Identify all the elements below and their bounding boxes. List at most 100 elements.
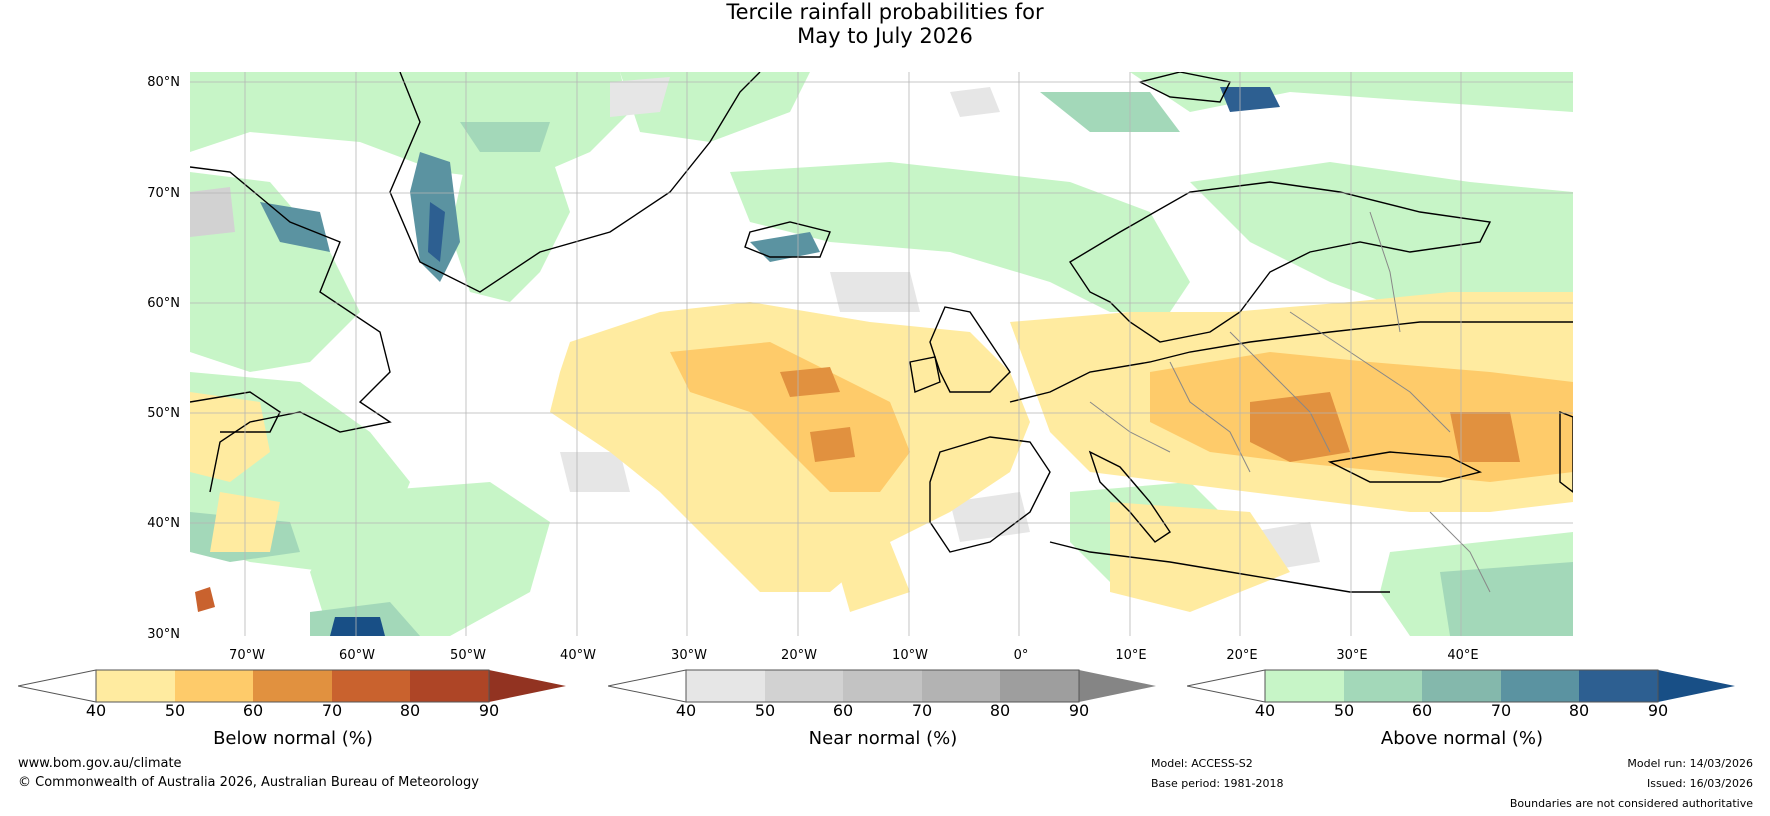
lat-label: 50°N — [147, 406, 180, 421]
patch-near — [950, 492, 1030, 542]
cbar-below-bin — [175, 670, 253, 702]
cbar-above-bin — [1265, 670, 1344, 702]
coast-canada — [190, 166, 392, 493]
coast-svalbard — [1137, 72, 1232, 103]
patch-above-90 — [1220, 87, 1280, 112]
map-svg — [190, 72, 1573, 636]
cbar-above-bin — [1501, 670, 1579, 702]
cbar-tick: 60 — [1411, 701, 1433, 720]
cbar-near-bin — [765, 670, 843, 702]
coast-uk — [929, 306, 1011, 393]
probability-map — [190, 72, 1573, 636]
coast-greenland — [389, 72, 761, 293]
lon-label: 40°W — [560, 648, 596, 663]
patch-above-80 — [750, 232, 820, 262]
gridlines — [190, 72, 1573, 636]
cbar-tick: 80 — [399, 701, 421, 720]
patch-near — [830, 272, 920, 312]
base-period: Base period: 1981-2018 — [1151, 777, 1284, 790]
patch-below-60 — [810, 427, 855, 462]
lat-label: 60°N — [147, 296, 180, 311]
cbar-near-bin — [922, 670, 1000, 702]
patch-below-70 — [195, 587, 215, 612]
cbar-near-bin — [843, 670, 922, 702]
model-name: Model: ACCESS-S2 — [1151, 757, 1253, 770]
lon-label: 50°W — [450, 648, 486, 663]
title-line-2: May to July 2026 — [797, 24, 973, 48]
model-run-date: Model run: 14/03/2026 — [1627, 757, 1753, 770]
lon-label: 20°E — [1226, 648, 1258, 663]
coastlines — [190, 72, 1573, 593]
patch-below-60 — [1250, 392, 1350, 462]
cbar-below-under — [18, 669, 97, 703]
cbar-tick: 50 — [1333, 701, 1355, 720]
cbar-tick: 50 — [164, 701, 186, 720]
patch-above — [620, 72, 810, 142]
lon-label: 10°W — [892, 648, 928, 663]
cbar-below-bin — [96, 670, 175, 702]
patch-below-60 — [1450, 412, 1520, 462]
cbar-tick: 70 — [321, 701, 343, 720]
lat-label: 70°N — [147, 186, 180, 201]
website-link[interactable]: www.bom.gov.au/climate — [18, 756, 182, 771]
patch-above-50 — [460, 122, 550, 152]
cbar-above-under — [1187, 669, 1266, 703]
coast-mediterranean — [1049, 541, 1390, 593]
lat-label: 40°N — [147, 516, 180, 531]
patch-near — [950, 87, 1000, 117]
cbar-above-bin — [1579, 670, 1658, 702]
lon-label: 10°E — [1115, 648, 1147, 663]
title-line-1: Tercile rainfall probabilities for — [726, 0, 1044, 24]
cbar-near-bin — [1000, 670, 1079, 702]
cbar-above-bin — [1422, 670, 1501, 702]
patch-above-90 — [330, 617, 385, 636]
cbar-tick: 80 — [989, 701, 1011, 720]
lon-label: 70°W — [229, 648, 265, 663]
border-line — [1229, 331, 1331, 453]
cbar-below-bin — [332, 670, 410, 702]
cbar-tick: 60 — [832, 701, 854, 720]
cbar-tick: 50 — [754, 701, 776, 720]
cbar-tick: 80 — [1568, 701, 1590, 720]
patch-above — [1130, 72, 1573, 112]
border-line — [1289, 311, 1451, 433]
cbar-tick: 40 — [85, 701, 107, 720]
lon-label: 40°E — [1447, 648, 1479, 663]
patch-above — [730, 162, 1190, 312]
map-title: Tercile rainfall probabilities for May t… — [0, 0, 1770, 48]
cbar-above-over — [1658, 670, 1735, 702]
cbar-tick: 70 — [1490, 701, 1512, 720]
patch-above-50 — [1040, 92, 1180, 132]
lon-label: 20°W — [781, 648, 817, 663]
lon-label: 30°E — [1336, 648, 1368, 663]
patch-above — [450, 142, 570, 302]
patch-below — [190, 392, 270, 482]
cbar-below-over — [489, 670, 566, 702]
patch-near — [560, 452, 630, 492]
coast-iberia — [929, 436, 1051, 553]
lat-label: 30°N — [147, 627, 180, 642]
below-normal-colorbar — [18, 669, 566, 703]
cbar-near-over — [1079, 670, 1156, 702]
patch-below — [1110, 502, 1290, 612]
lon-label: 30°W — [671, 648, 707, 663]
above-normal-label: Above normal (%) — [1380, 728, 1544, 749]
coast-iceland — [744, 221, 831, 258]
patch-below — [830, 542, 910, 612]
patch-above — [310, 482, 550, 636]
patch-above — [190, 72, 630, 182]
cbar-tick: 90 — [478, 701, 500, 720]
cbar-tick: 90 — [1647, 701, 1669, 720]
cbar-tick: 40 — [1254, 701, 1276, 720]
copyright: © Commonwealth of Australia 2026, Austra… — [18, 775, 479, 790]
below-normal-label: Below normal (%) — [213, 728, 373, 749]
patch-above-80 — [260, 202, 330, 252]
cbar-above-bin — [1344, 670, 1422, 702]
coast-ireland — [909, 356, 941, 393]
above-normal-colorbar — [1187, 669, 1735, 703]
issued-date: Issued: 16/03/2026 — [1646, 777, 1753, 790]
border-line — [1429, 511, 1491, 593]
patch-below-60 — [780, 367, 840, 397]
cbar-below-bin — [410, 670, 489, 702]
coast-labrador — [190, 391, 281, 433]
